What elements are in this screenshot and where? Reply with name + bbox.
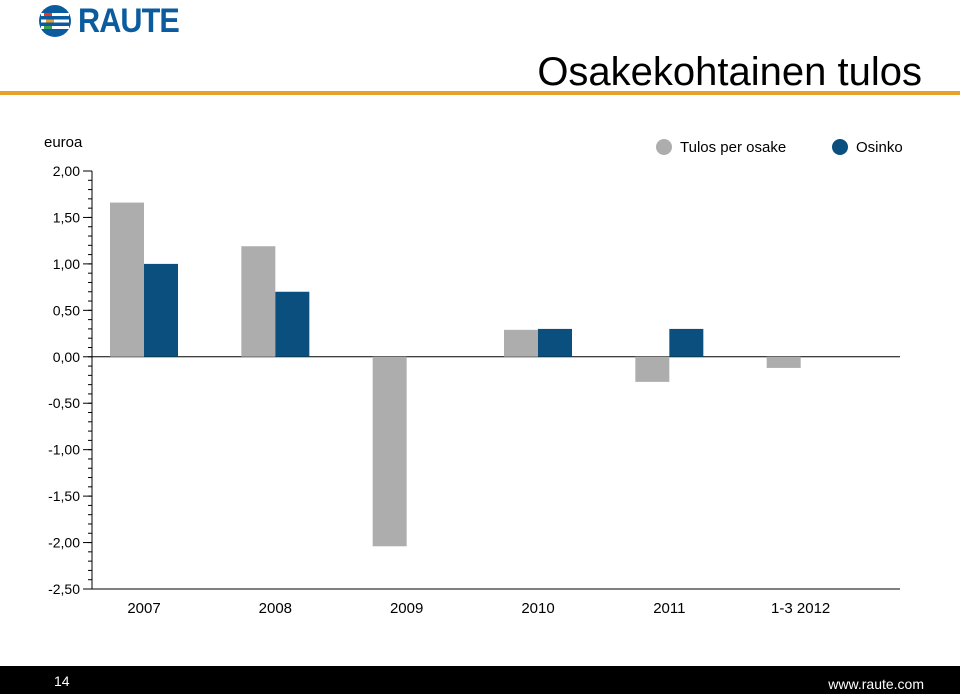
footer-url[interactable]: www.raute.com [828, 676, 924, 692]
title-divider [0, 91, 960, 95]
page-title: Osakekohtainen tulos [537, 50, 922, 94]
footer-bar: 14 www.raute.com [0, 666, 960, 694]
x-tick-label: 2007 [127, 600, 160, 617]
y-tick-label: 0,50 [53, 302, 80, 318]
bar-tulos-per-osake-2010 [504, 329, 538, 357]
legend-label-osinko: Osinko [856, 139, 903, 156]
legend-marker-osinko [832, 139, 848, 155]
bar-tulos-per-osake-2007 [110, 202, 144, 357]
bar-osinko-2007 [144, 263, 178, 357]
bar-osinko-2011 [669, 328, 704, 357]
raute-logo: RAUTE [38, 2, 190, 40]
x-tick-label: 2008 [259, 600, 292, 617]
eps-bar-chart: 2,00 1,50 1,00 0,50 0,00 -0,50 -1,00 -1,50 -2,00… [48, 139, 903, 617]
page-number: 14 [54, 673, 70, 689]
raute-logo-icon [39, 5, 71, 37]
y-tick-label: -2,50 [48, 581, 80, 597]
bar-tulos-per-osake-1-3-2012 [766, 356, 801, 368]
bar-osinko-2008 [275, 291, 310, 357]
legend-marker-tulos-per-osake [656, 139, 672, 155]
x-tick-label: 2011 [653, 600, 685, 617]
brand-name: RAUTE [78, 1, 180, 40]
y-tick-label: -1,50 [48, 488, 80, 504]
y-tick-label: -2,00 [48, 535, 80, 551]
y-tick-label: 2,00 [53, 163, 80, 179]
x-tick-label: 2009 [390, 600, 423, 617]
bar-osinko-2010 [538, 328, 572, 357]
bar-tulos-per-osake-2008 [241, 246, 276, 357]
bar-tulos-per-osake-2011 [635, 356, 670, 382]
legend-label-tulos-per-osake: Tulos per osake [680, 139, 786, 156]
x-tick-label: 1-3 2012 [771, 600, 830, 617]
y-tick-label: -0,50 [48, 395, 80, 411]
x-tick-label: 2010 [521, 600, 554, 617]
y-tick-label: 1,00 [53, 256, 80, 272]
y-tick-label: 0,00 [53, 349, 80, 365]
y-axis-unit-label: euroa [44, 134, 83, 151]
y-tick-label: 1,50 [53, 209, 80, 225]
y-tick-label: -1,00 [48, 442, 80, 458]
bar-tulos-per-osake-2009 [372, 356, 407, 547]
